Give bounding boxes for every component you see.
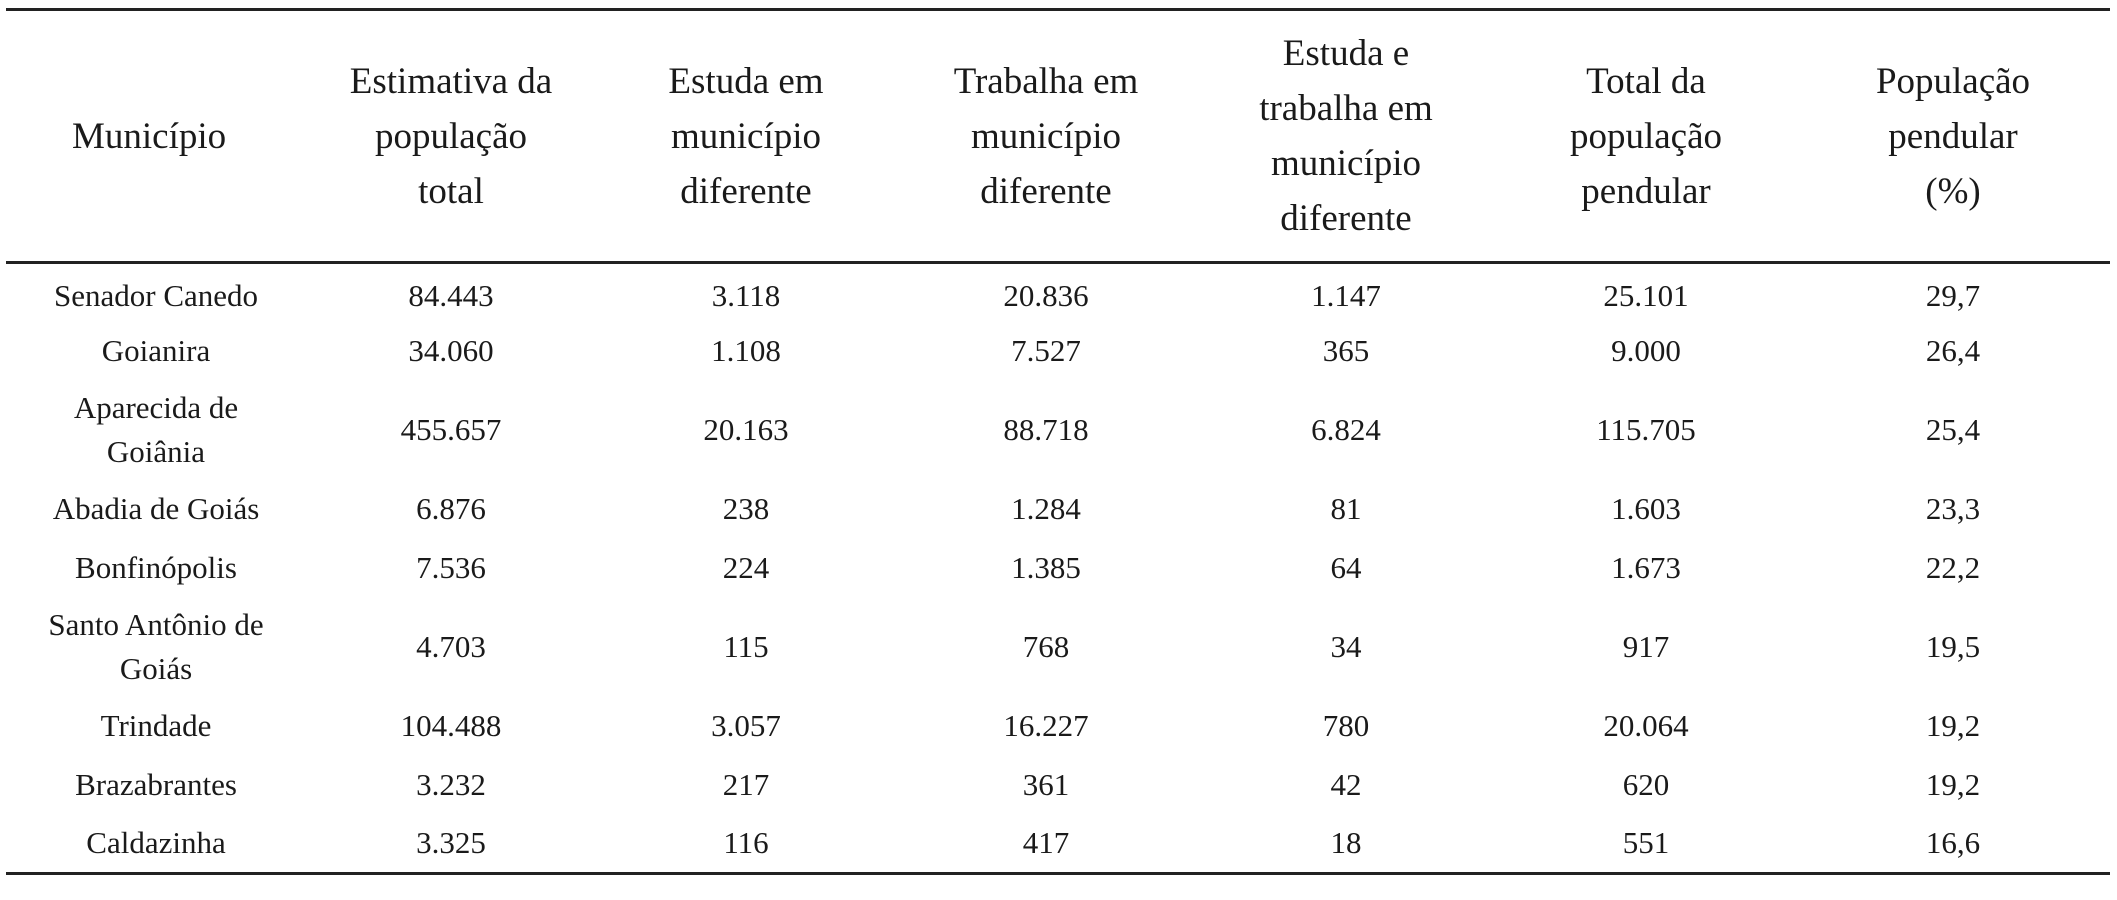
cell-estuda-trabalha: 42 [1330,767,1362,802]
cell-municipio: Caldazinha [6,814,306,875]
cell-municipio: Aparecida de Goiânia [73,390,239,469]
cell-total-pendular: 1.603 [1611,491,1681,526]
table-row: Brazabrantes 3.232 217 361 42 620 19,2 [6,756,2110,815]
header-estuda: Estuda em município diferente [596,8,896,264]
cell-estuda-trabalha: 18 [1196,814,1496,875]
cell-estimativa: 34.060 [408,333,494,368]
cell-total-pendular: 1.673 [1611,550,1681,585]
cell-pendular-pct: 23,3 [1925,491,1981,526]
table-row: Caldazinha 3.325 116 417 18 551 16,6 [6,814,2110,875]
cell-total-pendular: 620 [1622,767,1670,802]
table-row: Bonfinópolis 7.536 224 1.385 64 1.673 22… [6,539,2110,598]
cell-estuda: 3.057 [711,708,781,743]
cell-estimativa: 3.325 [306,814,596,875]
header-total-pendular: Total da população pendular [1496,8,1796,264]
header-trabalha: Trabalha em município diferente [896,8,1196,264]
cell-estuda-trabalha: 780 [1322,708,1370,743]
table-row: Senador Canedo 84.443 3.118 20.836 1.147… [6,263,2110,322]
cell-total-pendular: 25.101 [1603,277,1689,313]
cell-pendular-pct: 29,7 [1925,277,1981,313]
header-estimativa: Estimativa da população total [306,8,596,264]
cell-municipio: Goianira [101,333,211,368]
cell-municipio: Trindade [100,708,212,743]
cell-estimativa: 4.703 [416,629,486,664]
cell-estimativa: 104.488 [400,708,502,743]
header-municipio: Município [6,8,306,264]
header-estuda-trabalha: Estuda e trabalha em município diferente [1196,8,1496,264]
cell-pendular-pct: 22,2 [1925,550,1981,585]
header-row: Município Estimativa da população total … [6,8,2110,264]
cell-estimativa: 84.443 [408,277,494,313]
cell-trabalha: 417 [896,814,1196,875]
cell-pendular-pct: 19,2 [1925,767,1981,802]
cell-estuda: 1.108 [711,333,781,368]
table-row: Abadia de Goiás 6.876 238 1.284 81 1.603… [6,480,2110,539]
cell-municipio: Brazabrantes [75,767,237,802]
cell-pendular-pct: 16,6 [1796,814,2110,875]
header-pendular-pct: População pendular (%) [1796,8,2110,264]
table-row: Goianira 34.060 1.108 7.527 365 9.000 26… [6,322,2110,381]
cell-trabalha: 1.385 [1011,550,1081,585]
cell-total-pendular: 20.064 [1603,708,1689,743]
cell-estuda: 238 [722,491,770,526]
cell-estuda: 217 [722,767,770,802]
cell-estuda-trabalha: 64 [1330,550,1362,585]
cell-estuda-trabalha: 81 [1330,491,1362,526]
cell-estimativa: 3.232 [416,767,486,802]
cell-estuda-trabalha: 1.147 [1311,277,1381,313]
cell-trabalha: 20.836 [1003,277,1089,313]
cell-trabalha: 88.718 [1003,412,1089,447]
cell-estimativa: 455.657 [400,412,502,447]
table-body: Senador Canedo 84.443 3.118 20.836 1.147… [6,263,2110,875]
cell-total-pendular: 551 [1496,814,1796,875]
cell-estimativa: 7.536 [416,550,486,585]
cell-total-pendular: 9.000 [1611,333,1681,368]
cell-estuda-trabalha: 6.824 [1311,412,1381,447]
table-header: Município Estimativa da população total … [6,8,2110,264]
cell-estuda: 3.118 [711,277,781,313]
cell-trabalha: 16.227 [1003,708,1089,743]
table-row: Aparecida de Goiânia 455.657 20.163 88.7… [6,381,2110,480]
cell-pendular-pct: 19,2 [1925,708,1981,743]
cell-estuda: 115 [723,629,769,664]
table-row: Trindade 104.488 3.057 16.227 780 20.064… [6,697,2110,756]
cell-trabalha: 361 [1022,767,1070,802]
commuter-population-table: Município Estimativa da população total … [6,8,2110,875]
cell-total-pendular: 115.705 [1596,412,1696,447]
cell-municipio: Santo Antônio de Goiás [48,607,264,686]
cell-estuda-trabalha: 365 [1322,333,1370,368]
cell-trabalha: 7.527 [1011,333,1081,368]
cell-trabalha: 768 [1022,629,1070,664]
cell-municipio: Abadia de Goiás [52,491,260,526]
cell-estuda-trabalha: 34 [1330,629,1362,664]
cell-pendular-pct: 19,5 [1925,629,1981,664]
cell-estuda: 224 [722,550,770,585]
table-row: Santo Antônio de Goiás 4.703 115 768 34 … [6,598,2110,697]
cell-total-pendular: 917 [1622,629,1670,664]
cell-estimativa: 6.876 [416,491,486,526]
cell-trabalha: 1.284 [1011,491,1081,526]
cell-pendular-pct: 26,4 [1925,333,1981,368]
cell-municipio: Bonfinópolis [75,550,237,585]
cell-estuda: 20.163 [703,412,789,447]
cell-estuda: 116 [596,814,896,875]
cell-pendular-pct: 25,4 [1925,412,1981,447]
cell-municipio: Senador Canedo [53,277,259,313]
